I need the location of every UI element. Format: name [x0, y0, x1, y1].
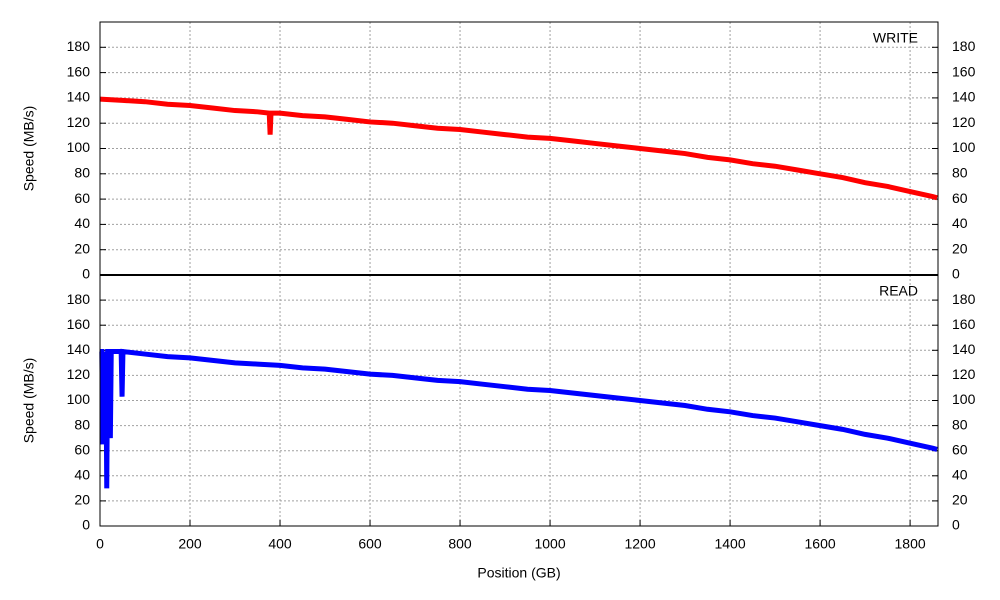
x-tick-label: 0 — [96, 536, 104, 552]
y-tick-label: 160 — [67, 316, 91, 332]
y2-tick-label: 180 — [952, 38, 976, 54]
y-tick-label: 120 — [67, 114, 91, 130]
y-tick-label: 0 — [82, 517, 90, 533]
y-tick-label: 0 — [82, 266, 90, 282]
x-tick-label: 1000 — [534, 536, 565, 552]
y-tick-label: 160 — [67, 63, 91, 79]
y-tick-label: 180 — [67, 38, 91, 54]
y2-tick-label: 160 — [952, 63, 976, 79]
y2-tick-label: 40 — [952, 215, 968, 231]
x-tick-label: 400 — [268, 536, 292, 552]
y-tick-label: 40 — [74, 467, 90, 483]
y2-tick-label: 20 — [952, 240, 968, 256]
y-tick-label: 60 — [74, 441, 90, 457]
series-label: WRITE — [873, 30, 918, 46]
y-tick-label: 140 — [67, 341, 91, 357]
y2-tick-label: 100 — [952, 391, 976, 407]
y2-tick-label: 80 — [952, 165, 968, 181]
y-tick-label: 80 — [74, 165, 90, 181]
y2-tick-label: 40 — [952, 467, 968, 483]
x-tick-label: 1600 — [805, 536, 836, 552]
x-tick-label: 200 — [178, 536, 202, 552]
y2-tick-label: 120 — [952, 366, 976, 382]
x-tick-label: 800 — [448, 536, 472, 552]
x-axis-label: Position (GB) — [477, 565, 560, 581]
y-tick-label: 180 — [67, 291, 91, 307]
y2-tick-label: 0 — [952, 517, 960, 533]
y2-tick-label: 80 — [952, 416, 968, 432]
y-tick-label: 100 — [67, 139, 91, 155]
y-axis-label: Speed (MB/s) — [21, 358, 37, 444]
y2-tick-label: 160 — [952, 316, 976, 332]
y-tick-label: 20 — [74, 492, 90, 508]
series-line — [99, 348, 938, 489]
x-tick-label: 1800 — [895, 536, 926, 552]
y2-tick-label: 0 — [952, 266, 960, 282]
y2-tick-label: 60 — [952, 190, 968, 206]
y-tick-label: 100 — [67, 391, 91, 407]
y2-tick-label: 100 — [952, 139, 976, 155]
y-tick-label: 80 — [74, 416, 90, 432]
y2-tick-label: 180 — [952, 291, 976, 307]
series-label: READ — [879, 283, 918, 299]
y2-tick-label: 60 — [952, 441, 968, 457]
x-tick-label: 1200 — [624, 536, 655, 552]
y-tick-label: 140 — [67, 89, 91, 105]
y2-tick-label: 140 — [952, 89, 976, 105]
y-tick-label: 20 — [74, 240, 90, 256]
y2-tick-label: 120 — [952, 114, 976, 130]
x-tick-label: 1400 — [714, 536, 745, 552]
y-tick-label: 60 — [74, 190, 90, 206]
series-line — [99, 96, 938, 201]
y-tick-label: 120 — [67, 366, 91, 382]
x-tick-label: 600 — [358, 536, 382, 552]
y-tick-label: 40 — [74, 215, 90, 231]
y2-tick-label: 140 — [952, 341, 976, 357]
y2-tick-label: 20 — [952, 492, 968, 508]
y-axis-label: Speed (MB/s) — [21, 106, 37, 192]
